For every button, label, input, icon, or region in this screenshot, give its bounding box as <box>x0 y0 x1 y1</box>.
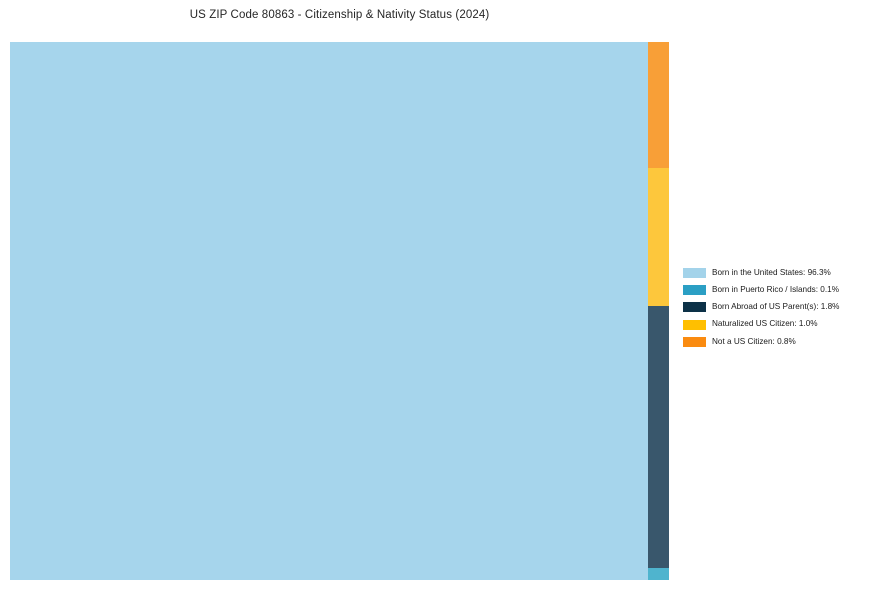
legend-item-label: Not a US Citizen: 0.8% <box>712 336 796 346</box>
legend-item[interactable]: Born in Puerto Rico / Islands: 0.1% <box>683 281 883 298</box>
chart-title: US ZIP Code 80863 - Citizenship & Nativi… <box>189 9 490 21</box>
chart-legend: Born in the United States: 96.3% Born in … <box>683 264 883 350</box>
legend-item-label: Born Abroad of US Parent(s): 1.8% <box>712 302 840 312</box>
legend-item[interactable]: Born in the United States: 96.3% <box>683 264 883 281</box>
legend-color-swatch <box>683 267 706 278</box>
treemap-rect[interactable]: Born in the United States <box>10 42 649 580</box>
legend-item-label: Naturalized US Citizen: 1.0% <box>712 319 818 329</box>
treemap-rect[interactable]: Born Abroad of US Parent(s) <box>648 305 669 568</box>
legend-item[interactable]: Not a US Citizen: 0.8% <box>683 333 883 350</box>
legend-item-label: Born in Puerto Rico / Islands: 0.1% <box>712 284 839 294</box>
legend-color-swatch <box>683 319 706 330</box>
treemap-rect[interactable]: Born in Puerto Rico / Islands <box>648 568 669 580</box>
legend-item[interactable]: Born Abroad of US Parent(s): 1.8% <box>683 299 883 316</box>
legend-color-swatch <box>683 336 706 347</box>
treemap-rect[interactable]: Naturalized US Citizen <box>648 167 669 306</box>
legend-color-swatch <box>683 302 706 313</box>
treemap-plot-area: Born in the United StatesNot a US Citize… <box>10 42 669 580</box>
legend-color-swatch <box>683 284 706 295</box>
treemap-rect[interactable]: Not a US Citizen <box>648 42 669 168</box>
legend-item-label: Born in the United States: 96.3% <box>712 267 831 277</box>
legend-item[interactable]: Naturalized US Citizen: 1.0% <box>683 316 883 333</box>
